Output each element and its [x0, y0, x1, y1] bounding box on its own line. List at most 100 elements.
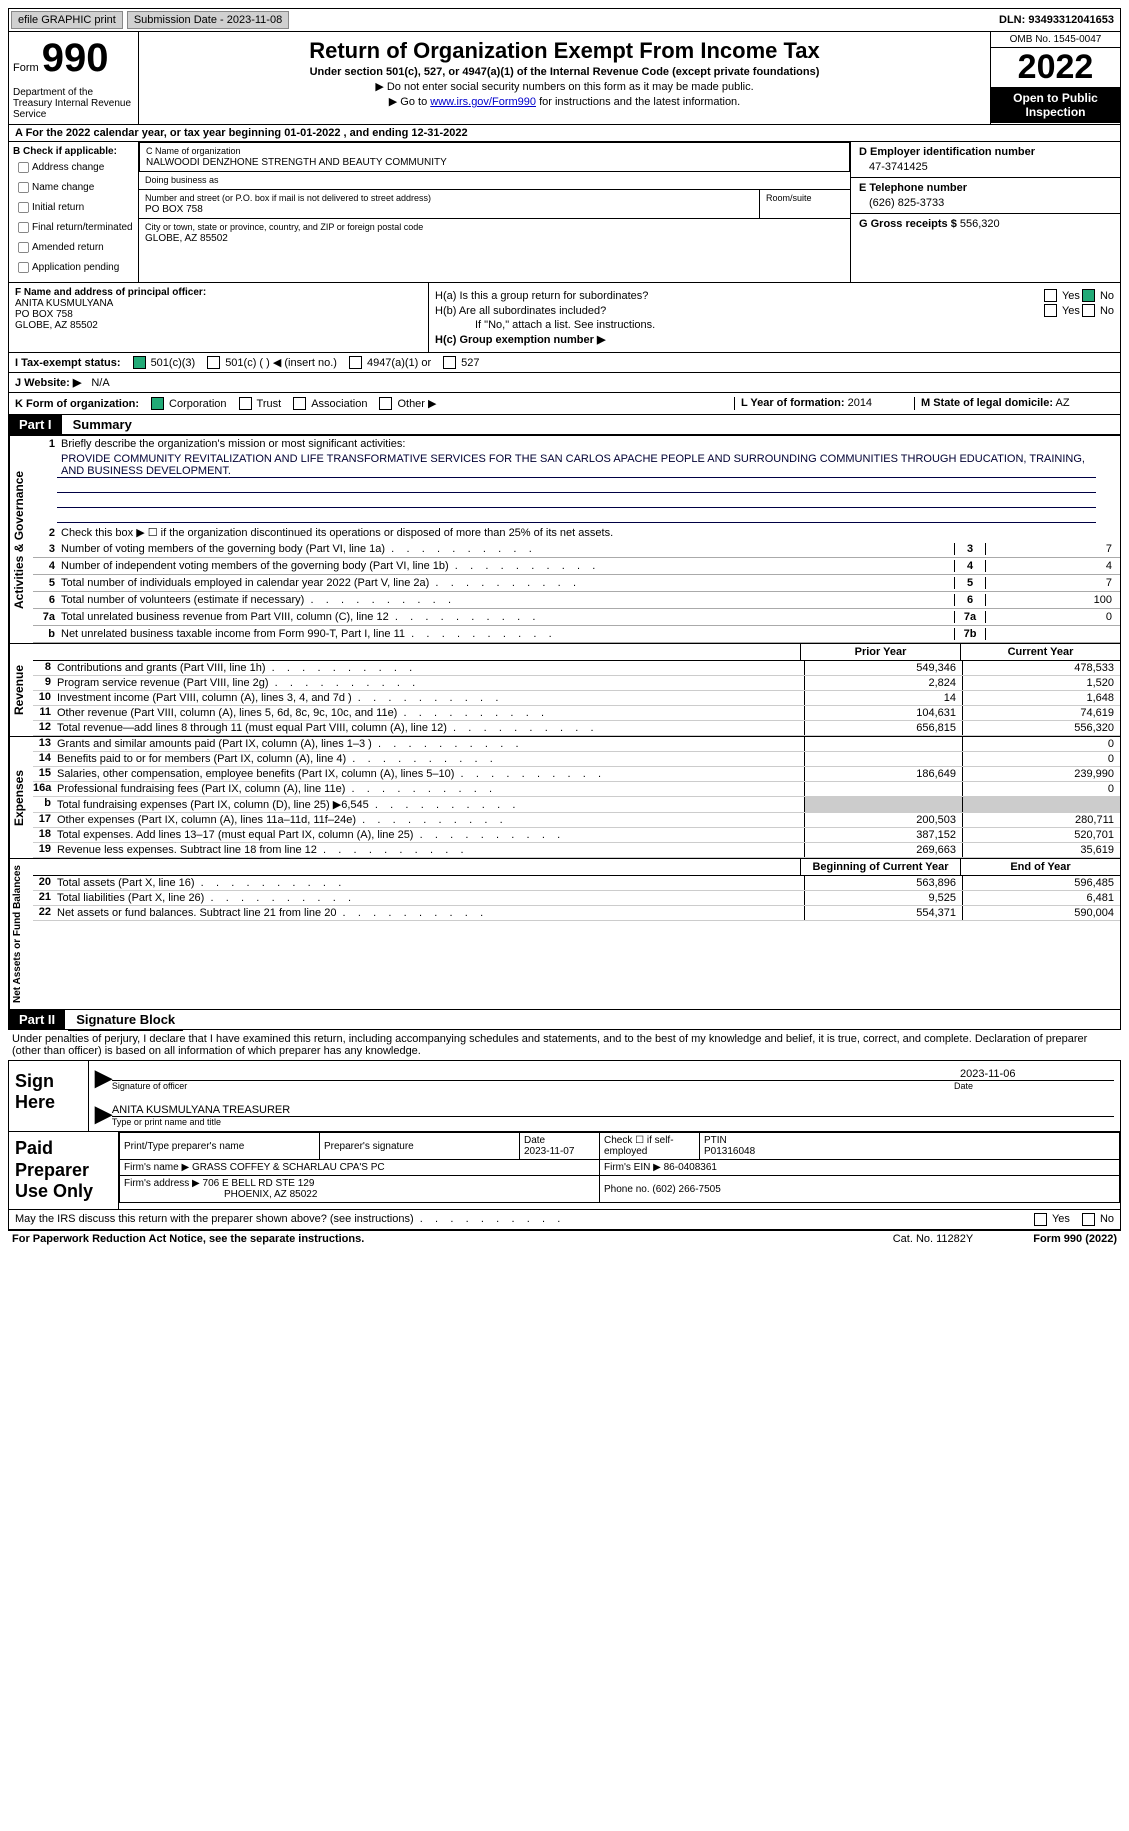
- arrow-icon: ▶: [95, 1065, 112, 1091]
- cb-trust[interactable]: Trust: [237, 397, 282, 410]
- officer-name: ANITA KUSMULYANA: [15, 298, 422, 309]
- efile-print-button[interactable]: efile GRAPHIC print: [11, 11, 123, 29]
- telephone-value: (626) 825-3733: [859, 197, 1112, 209]
- open-to-public: Open to Public Inspection: [991, 87, 1120, 123]
- summary-line: 7aTotal unrelated business revenue from …: [33, 609, 1120, 626]
- cb-4947[interactable]: 4947(a)(1) or: [347, 356, 431, 369]
- hb-no[interactable]: No: [1080, 304, 1114, 317]
- part2-title: Signature Block: [68, 1010, 183, 1031]
- vlabel-revenue: Revenue: [9, 644, 33, 736]
- officer-sig-date: 2023-11-06: [954, 1068, 1114, 1081]
- cb-501c[interactable]: 501(c) ( ) ◀ (insert no.): [205, 356, 337, 369]
- ptin-value: P01316048: [704, 1146, 755, 1157]
- submission-date-button[interactable]: Submission Date - 2023-11-08: [127, 11, 289, 29]
- row-i-tax-exempt: I Tax-exempt status: 501(c)(3) 501(c) ( …: [8, 353, 1121, 373]
- page-title: Return of Organization Exempt From Incom…: [143, 38, 986, 64]
- summary-line: 4Number of independent voting members of…: [33, 558, 1120, 575]
- vlabel-netassets: Net Assets or Fund Balances: [9, 859, 33, 1009]
- summary-line: bNet unrelated business taxable income f…: [33, 626, 1120, 643]
- section-f: F Name and address of principal officer:…: [9, 283, 429, 352]
- omb-number: OMB No. 1545-0047: [991, 32, 1120, 48]
- cb-self-employed[interactable]: Check ☐ if self-employed: [600, 1133, 700, 1160]
- summary-net-assets: Net Assets or Fund Balances Beginning of…: [8, 859, 1121, 1010]
- summary-line: 6Total number of volunteers (estimate if…: [33, 592, 1120, 609]
- summary-line: 15Salaries, other compensation, employee…: [33, 767, 1120, 782]
- form-header: Form 990 Department of the Treasury Inte…: [8, 32, 1121, 125]
- form-word: Form: [13, 62, 39, 74]
- sign-here-block: Sign Here ▶ 2023-11-06 Signature of offi…: [8, 1061, 1121, 1132]
- summary-line: 18Total expenses. Add lines 13–17 (must …: [33, 828, 1120, 843]
- state-domicile: AZ: [1055, 397, 1069, 409]
- firm-address: 706 E BELL RD STE 129: [203, 1178, 315, 1189]
- row-klm: K Form of organization: Corporation Trus…: [8, 393, 1121, 415]
- firm-phone: (602) 266-7505: [652, 1184, 720, 1195]
- cb-other[interactable]: Other ▶: [377, 397, 436, 410]
- footer: For Paperwork Reduction Act Notice, see …: [8, 1230, 1121, 1247]
- irs-discuss-no[interactable]: No: [1080, 1213, 1114, 1226]
- section-fh: F Name and address of principal officer:…: [8, 283, 1121, 353]
- part2-header: Part II: [9, 1010, 65, 1029]
- summary-line: 19Revenue less expenses. Subtract line 1…: [33, 843, 1120, 858]
- hb-yes[interactable]: Yes: [1042, 304, 1080, 317]
- prep-date: 2023-11-07: [524, 1146, 574, 1157]
- section-h: H(a) Is this a group return for subordin…: [429, 283, 1120, 352]
- firm-ein: 86-0408361: [664, 1162, 717, 1173]
- summary-line: 16aProfessional fundraising fees (Part I…: [33, 782, 1120, 797]
- street-address: PO BOX 758: [145, 204, 753, 215]
- ha-yes[interactable]: Yes: [1042, 289, 1080, 302]
- summary-line: 9Program service revenue (Part VIII, lin…: [33, 676, 1120, 691]
- irs-discuss-yes[interactable]: Yes: [1032, 1213, 1070, 1226]
- cb-final-return[interactable]: Final return/terminated: [13, 218, 134, 237]
- section-deg: D Employer identification number 47-3741…: [850, 142, 1120, 282]
- cb-association[interactable]: Association: [291, 397, 367, 410]
- mission-text: PROVIDE COMMUNITY REVITALIZATION AND LIF…: [57, 453, 1096, 478]
- summary-revenue: Revenue Prior Year Current Year 8Contrib…: [8, 644, 1121, 737]
- firm-name: GRASS COFFEY & SCHARLAU CPA'S PC: [192, 1162, 385, 1173]
- part1-header: Part I: [9, 415, 62, 434]
- section-b: B Check if applicable: Address change Na…: [9, 142, 139, 282]
- ha-no[interactable]: No: [1080, 289, 1114, 302]
- summary-line: 22Net assets or fund balances. Subtract …: [33, 906, 1120, 921]
- subtitle-1: Under section 501(c), 527, or 4947(a)(1)…: [143, 66, 986, 78]
- summary-line: bTotal fundraising expenses (Part IX, co…: [33, 797, 1120, 813]
- efile-topbar: efile GRAPHIC print Submission Date - 20…: [8, 8, 1121, 32]
- summary-line: 10Investment income (Part VIII, column (…: [33, 691, 1120, 706]
- ein-value: 47-3741425: [859, 161, 1112, 173]
- subtitle-2: ▶ Do not enter social security numbers o…: [143, 80, 986, 93]
- irs-link[interactable]: www.irs.gov/Form990: [430, 96, 536, 108]
- part1-title: Summary: [65, 415, 140, 436]
- summary-line: 20Total assets (Part X, line 16)563,8965…: [33, 876, 1120, 891]
- cb-corporation[interactable]: Corporation: [149, 397, 226, 410]
- summary-line: 13Grants and similar amounts paid (Part …: [33, 737, 1120, 752]
- summary-line: 11Other revenue (Part VIII, column (A), …: [33, 706, 1120, 721]
- summary-line: 17Other expenses (Part IX, column (A), l…: [33, 813, 1120, 828]
- year-formation: 2014: [848, 397, 872, 409]
- tax-year: 2022: [991, 48, 1120, 87]
- cb-address-change[interactable]: Address change: [13, 158, 134, 177]
- may-irs-discuss: May the IRS discuss this return with the…: [8, 1210, 1121, 1230]
- summary-line: 14Benefits paid to or for members (Part …: [33, 752, 1120, 767]
- dept-label: Department of the Treasury Internal Reve…: [13, 81, 134, 120]
- summary-expenses: Expenses 13Grants and similar amounts pa…: [8, 737, 1121, 859]
- perjury-declaration: Under penalties of perjury, I declare th…: [8, 1030, 1121, 1061]
- cb-name-change[interactable]: Name change: [13, 178, 134, 197]
- cb-initial-return[interactable]: Initial return: [13, 198, 134, 217]
- row-j-website: J Website: ▶ N/A: [8, 373, 1121, 393]
- cb-501c3[interactable]: 501(c)(3): [131, 356, 196, 369]
- summary-line: 5Total number of individuals employed in…: [33, 575, 1120, 592]
- vlabel-expenses: Expenses: [9, 737, 33, 858]
- summary-line: 21Total liabilities (Part X, line 26)9,5…: [33, 891, 1120, 906]
- section-c: C Name of organization NALWOODI DENZHONE…: [139, 142, 850, 282]
- city-state-zip: GLOBE, AZ 85502: [145, 233, 844, 244]
- vlabel-activities: Activities & Governance: [9, 436, 33, 643]
- summary-activities-governance: Activities & Governance 1 Briefly descri…: [8, 435, 1121, 644]
- cb-application-pending[interactable]: Application pending: [13, 258, 134, 277]
- website-value: N/A: [91, 377, 109, 389]
- section-bcdeg: B Check if applicable: Address change Na…: [8, 142, 1121, 283]
- dln-label: DLN: 93493312041653: [993, 12, 1120, 28]
- officer-name-title: ANITA KUSMULYANA TREASURER: [112, 1104, 1114, 1117]
- org-name: NALWOODI DENZHONE STRENGTH AND BEAUTY CO…: [146, 157, 843, 168]
- cb-527[interactable]: 527: [441, 356, 479, 369]
- paid-preparer-block: Paid Preparer Use Only Print/Type prepar…: [8, 1132, 1121, 1210]
- cb-amended-return[interactable]: Amended return: [13, 238, 134, 257]
